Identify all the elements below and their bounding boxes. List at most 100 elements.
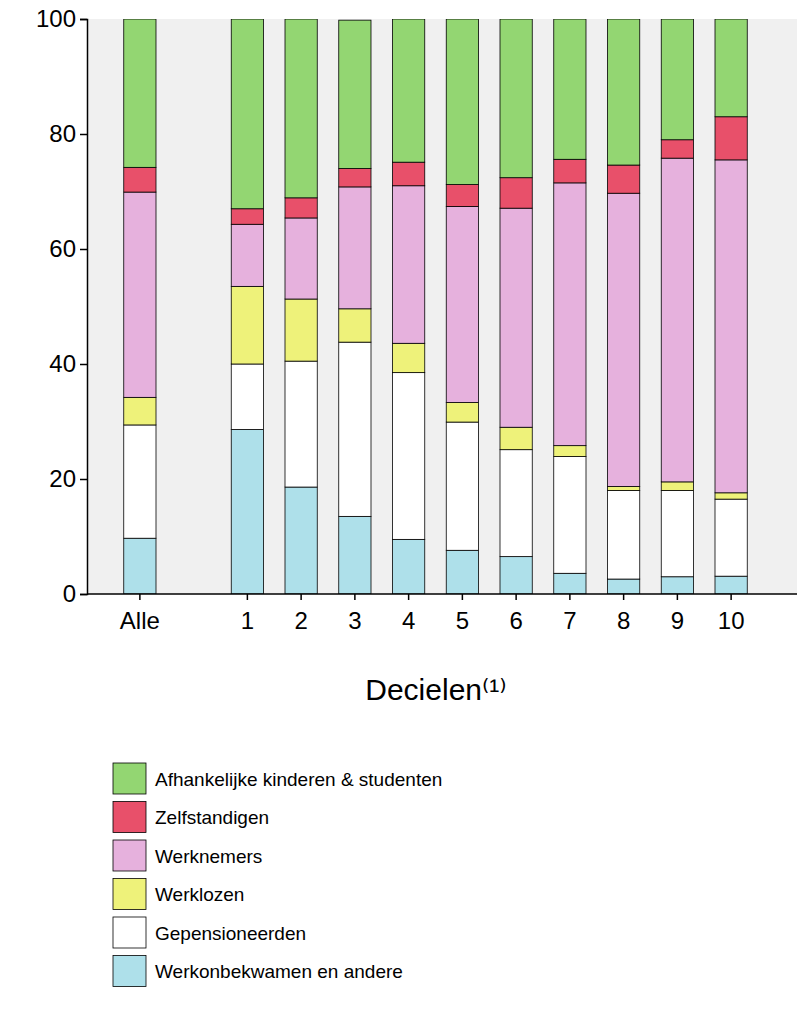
bar-segment xyxy=(124,167,156,192)
bar-segment xyxy=(124,538,156,594)
x-tick: 10 xyxy=(718,594,745,634)
y-tick-mark xyxy=(80,364,87,366)
legend-label: Werklozen xyxy=(155,884,244,905)
x-tick: 8 xyxy=(617,594,630,634)
bar-segment xyxy=(446,206,478,402)
y-tick: 80 xyxy=(49,120,87,147)
x-axis: Alle12345678910 xyxy=(87,594,797,634)
bar-segment xyxy=(393,186,425,344)
x-axis-line xyxy=(87,593,797,595)
bar-segment xyxy=(661,140,693,158)
bar-segment xyxy=(715,499,747,576)
y-tick: 100 xyxy=(36,5,87,32)
bar-segment xyxy=(339,342,371,516)
bar-segment xyxy=(715,160,747,493)
y-tick-label: 80 xyxy=(49,120,76,147)
x-tick: 7 xyxy=(563,594,576,634)
bar-segment xyxy=(285,19,317,198)
bar-segment xyxy=(124,397,156,425)
y-tick-label: 60 xyxy=(49,235,76,262)
x-tick-mark xyxy=(515,594,517,600)
bar-segment xyxy=(285,198,317,218)
x-tick: Alle xyxy=(120,594,160,634)
x-tick-label: 5 xyxy=(456,607,469,634)
x-tick-label: 8 xyxy=(617,607,630,634)
bar-segment xyxy=(285,487,317,594)
y-tick: 40 xyxy=(49,350,87,377)
bar-segment xyxy=(393,19,425,162)
plot-background xyxy=(87,19,797,594)
y-tick-mark xyxy=(80,249,87,251)
x-tick-label: 2 xyxy=(294,607,307,634)
bar-segment xyxy=(231,224,263,286)
y-tick: 20 xyxy=(49,465,87,492)
bar-segment xyxy=(393,539,425,594)
x-tick-label: 1 xyxy=(241,607,254,634)
bar-segment xyxy=(393,162,425,186)
bar-segment xyxy=(500,427,532,449)
bar-segment xyxy=(715,493,747,499)
legend-swatch xyxy=(113,802,146,833)
y-tick-label: 0 xyxy=(63,580,76,607)
y-tick: 60 xyxy=(49,235,87,262)
bar-segment xyxy=(285,361,317,487)
bar-segment xyxy=(393,373,425,540)
x-tick-mark xyxy=(247,594,249,600)
bar-segment xyxy=(608,491,640,580)
bar-segment xyxy=(124,19,156,167)
bar-segment xyxy=(554,573,586,594)
legend-swatch xyxy=(113,840,146,871)
bar-segment xyxy=(285,218,317,299)
bar-segment xyxy=(285,299,317,361)
bar-segment xyxy=(715,117,747,160)
bar-segment xyxy=(446,422,478,550)
bar-segment xyxy=(608,193,640,486)
y-tick-mark xyxy=(80,19,87,21)
bar-segment xyxy=(661,577,693,594)
x-tick-mark xyxy=(139,594,141,600)
x-tick-mark xyxy=(300,594,302,600)
bar-segment xyxy=(715,19,747,117)
bar-segment xyxy=(554,446,586,457)
bar-segment xyxy=(500,208,532,427)
x-tick-mark xyxy=(623,594,625,600)
bar-segment xyxy=(339,187,371,309)
bar-segment xyxy=(339,516,371,594)
bar-segment xyxy=(231,19,263,209)
bar-segment xyxy=(554,183,586,446)
bar-segment xyxy=(661,158,693,482)
x-tick: 4 xyxy=(402,594,415,634)
bar-segment xyxy=(231,430,263,594)
bar-segment xyxy=(661,19,693,140)
y-tick-label: 100 xyxy=(36,5,76,32)
x-tick-mark xyxy=(354,594,356,600)
legend-label: Afhankelijke kinderen & studenten xyxy=(155,769,442,790)
y-tick-label: 20 xyxy=(49,465,76,492)
bar-segment xyxy=(446,19,478,185)
x-tick: 5 xyxy=(456,594,469,634)
x-tick-label: 7 xyxy=(563,607,576,634)
y-tick: 0 xyxy=(63,580,87,607)
y-tick-label: 40 xyxy=(49,350,76,377)
bar-segment xyxy=(608,486,640,490)
bar-segment xyxy=(608,165,640,193)
bar-segment xyxy=(608,579,640,594)
bar-segment xyxy=(393,343,425,372)
legend: Afhankelijke kinderen & studenten Zelfsta… xyxy=(113,763,442,987)
y-axis-line xyxy=(80,20,88,595)
legend-swatch xyxy=(113,956,146,987)
legend-label: Gepensioneerden xyxy=(155,923,306,944)
legend-label: Zelfstandigen xyxy=(155,807,269,828)
x-tick-label: 3 xyxy=(348,607,361,634)
bar-segment xyxy=(661,482,693,491)
legend-swatch xyxy=(113,763,146,794)
x-tick-mark xyxy=(408,594,410,600)
bar-segment xyxy=(554,457,586,574)
bar-segment xyxy=(124,192,156,397)
bar-segment xyxy=(446,185,478,207)
bar-segment xyxy=(500,450,532,557)
x-tick-label: 10 xyxy=(718,607,745,634)
bar-segment xyxy=(231,364,263,430)
bar-segment xyxy=(339,169,371,187)
legend-label: Werkonbekwamen en andere xyxy=(155,961,403,982)
